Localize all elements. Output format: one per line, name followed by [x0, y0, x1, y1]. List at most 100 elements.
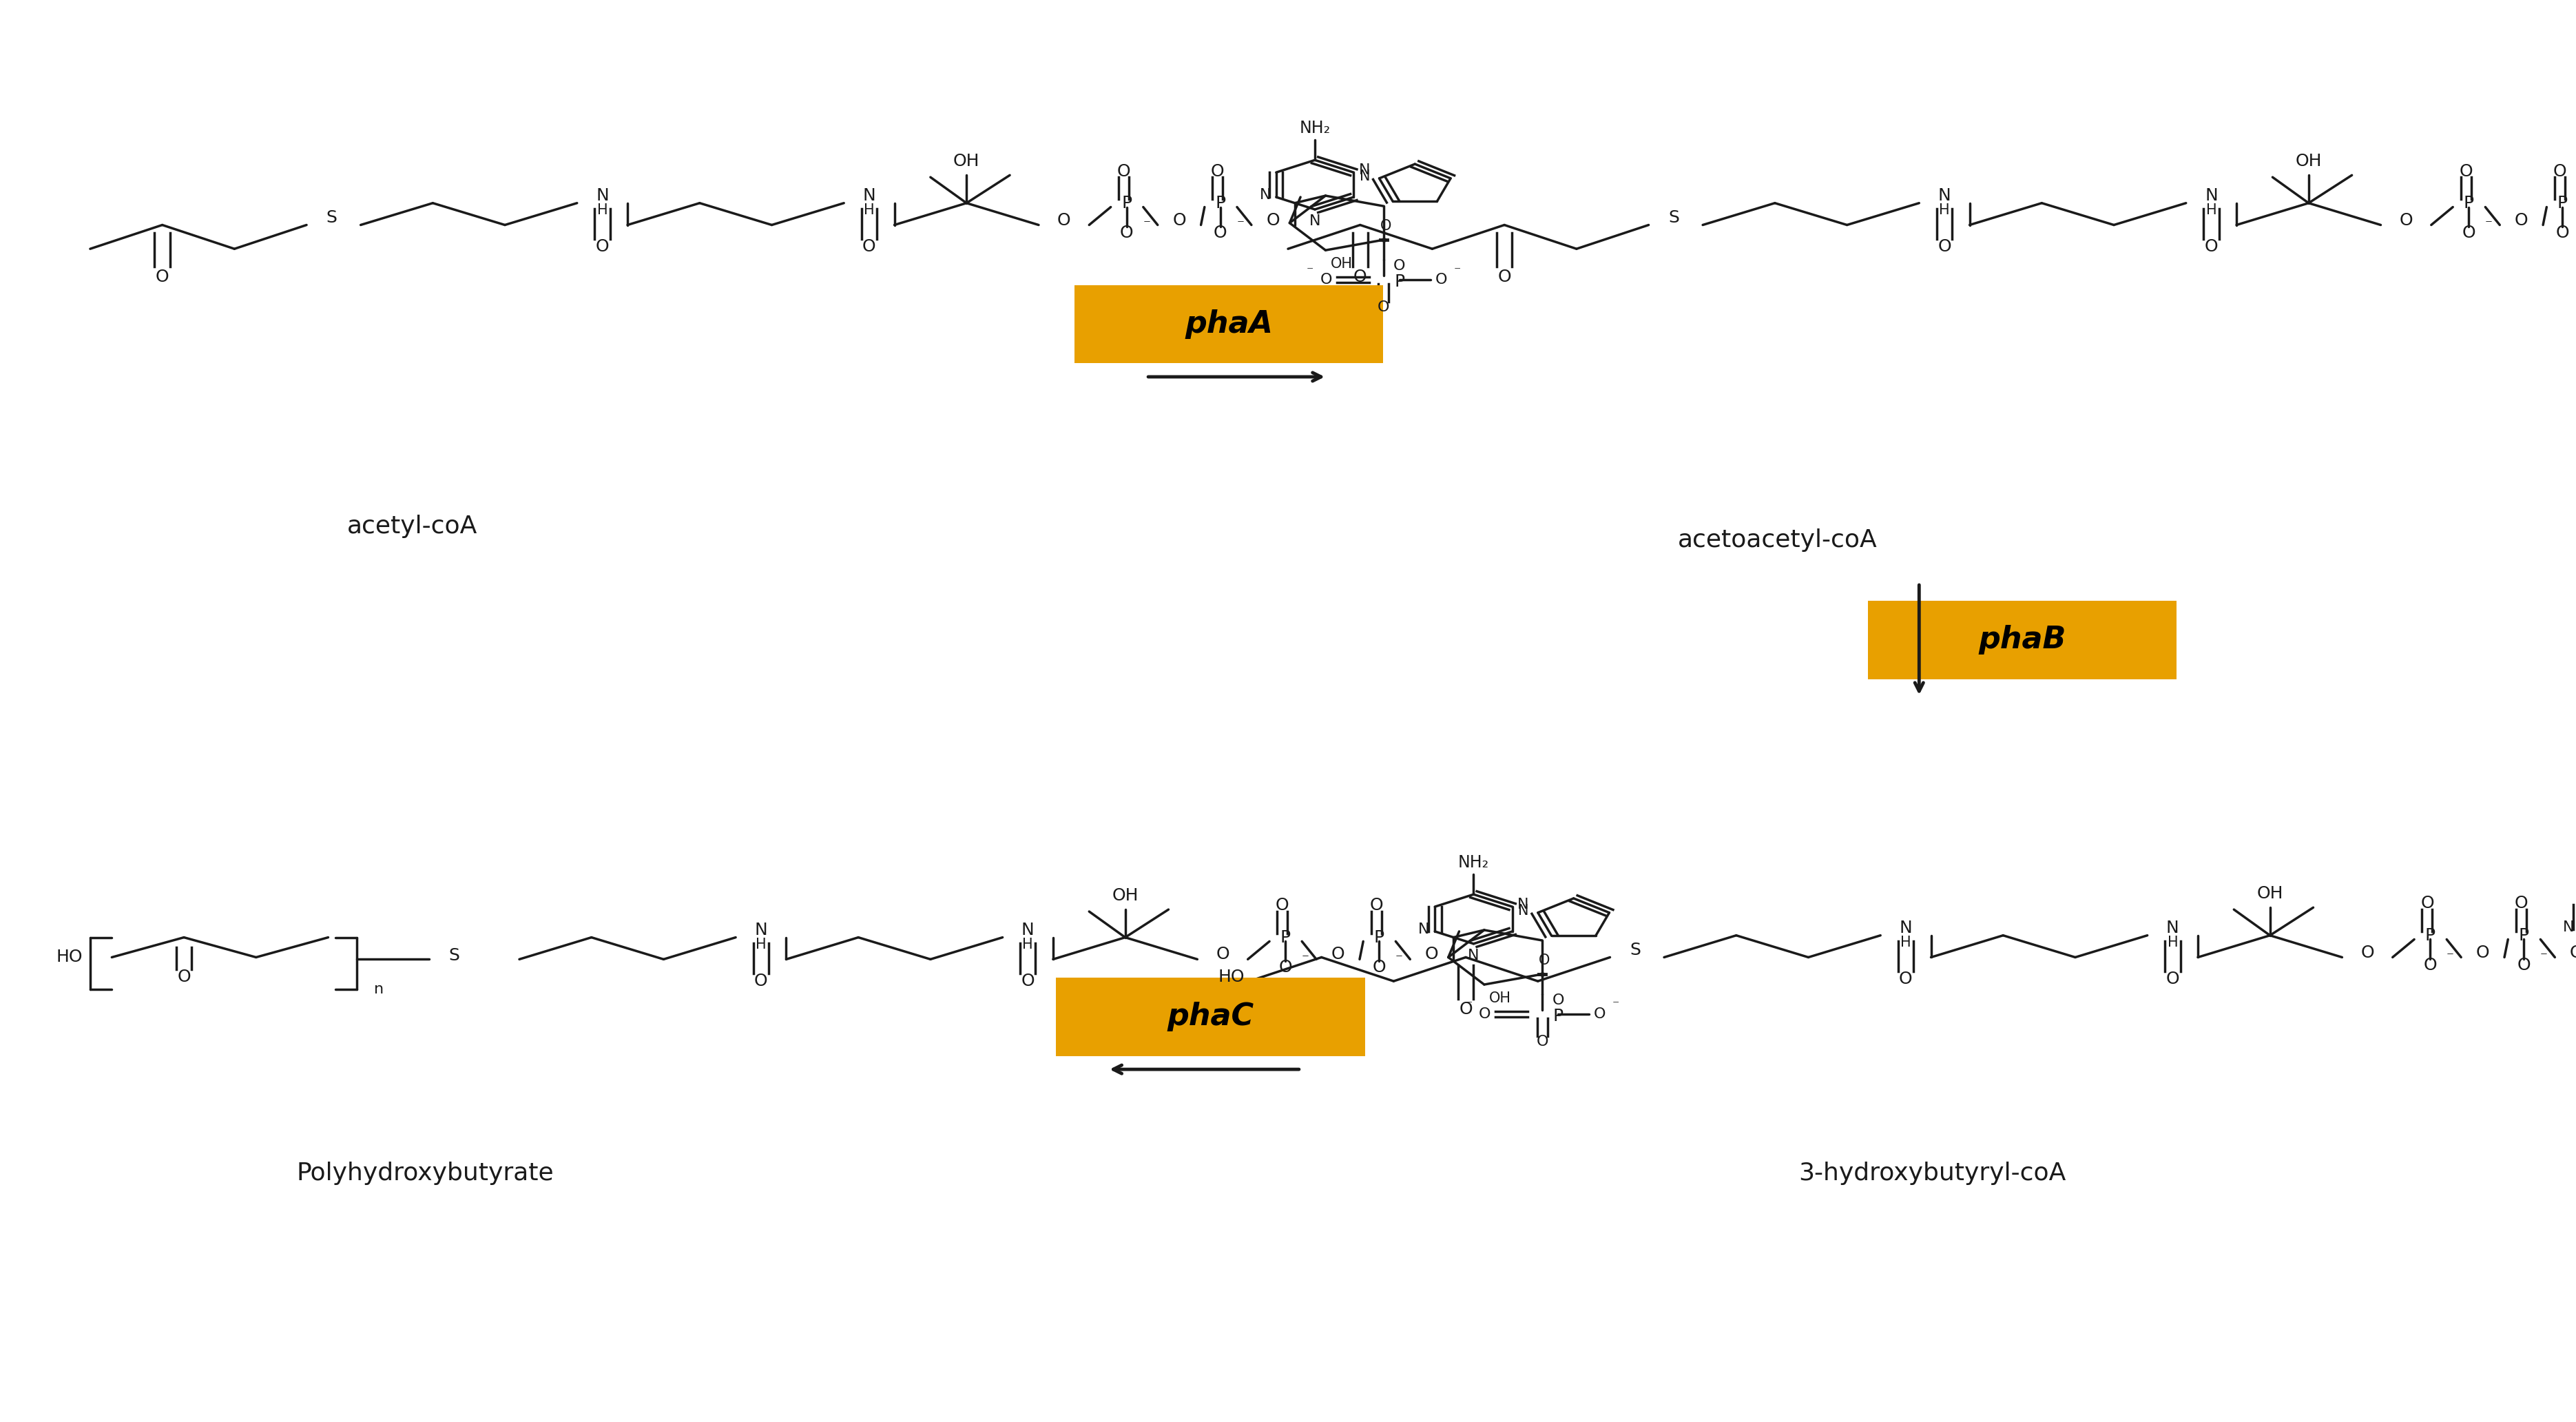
Text: O: O — [2476, 944, 2488, 961]
Text: P: P — [2558, 195, 2568, 212]
Text: phaB: phaB — [1978, 626, 2066, 654]
Text: O: O — [2460, 164, 2473, 179]
FancyBboxPatch shape — [1056, 978, 1365, 1055]
Text: N: N — [755, 921, 768, 939]
Text: O: O — [1899, 971, 1911, 987]
Text: P: P — [1121, 195, 1131, 212]
Text: P: P — [2463, 195, 2473, 212]
Text: P: P — [2424, 927, 2434, 944]
Text: O: O — [1497, 269, 1512, 284]
Text: N: N — [1020, 921, 1036, 939]
FancyBboxPatch shape — [1074, 284, 1383, 363]
Text: H: H — [1901, 936, 1911, 950]
Text: O: O — [2553, 164, 2566, 179]
Text: S: S — [1631, 941, 1641, 958]
Text: P: P — [1280, 929, 1291, 946]
Text: O: O — [1121, 225, 1133, 242]
Text: O: O — [1378, 300, 1388, 314]
Text: O: O — [155, 269, 170, 284]
Text: O: O — [1538, 953, 1551, 967]
Text: O: O — [755, 973, 768, 990]
Text: ⁻: ⁻ — [2540, 950, 2548, 964]
Text: N: N — [1517, 897, 1528, 912]
Text: O: O — [1458, 1001, 1473, 1017]
Text: O: O — [1937, 239, 1950, 255]
Text: O: O — [1595, 1007, 1605, 1021]
Text: P: P — [1373, 929, 1383, 946]
Text: HO: HO — [57, 948, 82, 966]
Text: ⁻: ⁻ — [1236, 218, 1244, 232]
Text: O: O — [2166, 971, 2179, 987]
Text: O: O — [863, 239, 876, 255]
Text: H: H — [863, 203, 873, 218]
Text: P: P — [1216, 195, 1226, 212]
Text: OH: OH — [953, 154, 979, 169]
Text: O: O — [2398, 212, 2414, 229]
Text: O: O — [1267, 212, 1280, 229]
Text: N: N — [1419, 923, 1430, 936]
Text: ⁻: ⁻ — [1306, 264, 1314, 277]
Text: O: O — [1394, 259, 1406, 273]
Text: acetyl-coA: acetyl-coA — [348, 515, 477, 538]
Text: O: O — [2421, 896, 2434, 912]
Text: OH: OH — [1489, 991, 1512, 1005]
Text: O: O — [1425, 946, 1437, 963]
Text: O: O — [2517, 957, 2530, 974]
Text: O: O — [1275, 897, 1288, 914]
Text: H: H — [1940, 203, 1950, 218]
Text: NH₂: NH₂ — [1298, 119, 1329, 137]
Text: O: O — [1352, 269, 1368, 284]
Text: O: O — [1332, 946, 1345, 963]
Text: O: O — [1381, 219, 1391, 233]
Text: ⁻: ⁻ — [2486, 218, 2494, 232]
Text: N: N — [1309, 215, 1321, 229]
Text: ⁻: ⁻ — [1466, 998, 1473, 1011]
Text: O: O — [1213, 225, 1226, 242]
Text: NH₂: NH₂ — [1458, 855, 1489, 870]
Text: O: O — [1056, 212, 1072, 229]
Text: N: N — [1937, 188, 1950, 205]
Text: P: P — [1394, 273, 1404, 290]
Text: OH: OH — [1329, 257, 1352, 272]
Text: O: O — [1216, 946, 1229, 963]
Text: O: O — [2463, 225, 2476, 242]
Text: Polyhydroxybutyrate: Polyhydroxybutyrate — [296, 1162, 554, 1185]
Text: O: O — [1020, 973, 1036, 990]
Text: S: S — [1669, 209, 1680, 226]
Text: O: O — [2514, 896, 2527, 912]
Text: H: H — [2166, 936, 2177, 950]
Text: O: O — [1435, 273, 1448, 286]
Text: O: O — [2555, 225, 2568, 242]
Text: N: N — [2205, 188, 2218, 205]
Text: H: H — [1023, 937, 1033, 951]
Text: N: N — [1360, 169, 1370, 183]
Text: H: H — [2205, 203, 2215, 218]
Text: H: H — [755, 937, 765, 951]
Text: N: N — [1517, 904, 1528, 917]
Text: ⁻: ⁻ — [1396, 953, 1404, 966]
Text: ⁻: ⁻ — [1301, 953, 1309, 966]
Text: O: O — [1535, 1035, 1548, 1048]
Text: O: O — [178, 968, 191, 985]
Text: N: N — [863, 188, 876, 205]
Text: 3-hydroxybutyryl-coA: 3-hydroxybutyryl-coA — [1798, 1162, 2066, 1185]
Text: O: O — [1118, 164, 1131, 179]
Text: N: N — [2166, 920, 2179, 937]
Text: O: O — [1479, 1007, 1492, 1021]
Text: phaA: phaA — [1185, 310, 1273, 338]
Text: O: O — [2205, 239, 2218, 255]
Text: O: O — [1278, 958, 1293, 975]
Text: N: N — [2563, 920, 2573, 934]
Text: O: O — [1319, 273, 1332, 286]
Text: O: O — [1373, 958, 1386, 975]
Text: phaC: phaC — [1167, 1003, 1255, 1031]
FancyBboxPatch shape — [1868, 600, 2177, 680]
Text: S: S — [327, 209, 337, 226]
Text: n: n — [374, 983, 384, 995]
Text: O: O — [2424, 957, 2437, 974]
Text: P: P — [1553, 1008, 1564, 1024]
Text: O: O — [1553, 993, 1564, 1007]
Text: OH: OH — [1113, 887, 1139, 904]
Text: N: N — [595, 188, 608, 205]
Text: O: O — [1370, 897, 1383, 914]
